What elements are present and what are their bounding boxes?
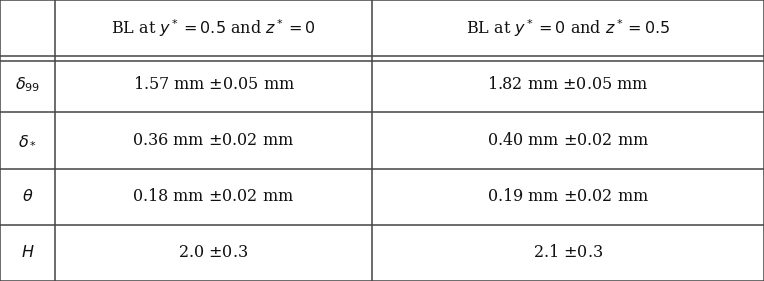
Text: 1.57 mm $\pm$0.05 mm: 1.57 mm $\pm$0.05 mm xyxy=(132,76,295,93)
Text: 0.18 mm $\pm$0.02 mm: 0.18 mm $\pm$0.02 mm xyxy=(132,188,295,205)
Text: 1.82 mm $\pm$0.05 mm: 1.82 mm $\pm$0.05 mm xyxy=(487,76,649,93)
Text: $H$: $H$ xyxy=(21,244,34,261)
Text: 0.36 mm $\pm$0.02 mm: 0.36 mm $\pm$0.02 mm xyxy=(132,132,295,149)
Text: $\delta_{99}$: $\delta_{99}$ xyxy=(15,75,40,94)
Text: $\theta$: $\theta$ xyxy=(21,188,34,205)
Text: 0.19 mm $\pm$0.02 mm: 0.19 mm $\pm$0.02 mm xyxy=(487,188,649,205)
Text: $\delta_*$: $\delta_*$ xyxy=(18,132,37,149)
Text: BL at $y^* = 0.5$ and $z^* = 0$: BL at $y^* = 0.5$ and $z^* = 0$ xyxy=(112,17,316,39)
Text: BL at $y^* = 0$ and $z^* = 0.5$: BL at $y^* = 0$ and $z^* = 0.5$ xyxy=(466,17,670,39)
Text: 2.1 $\pm$0.3: 2.1 $\pm$0.3 xyxy=(533,244,603,261)
Text: 0.40 mm $\pm$0.02 mm: 0.40 mm $\pm$0.02 mm xyxy=(487,132,649,149)
Text: 2.0 $\pm$0.3: 2.0 $\pm$0.3 xyxy=(179,244,248,261)
